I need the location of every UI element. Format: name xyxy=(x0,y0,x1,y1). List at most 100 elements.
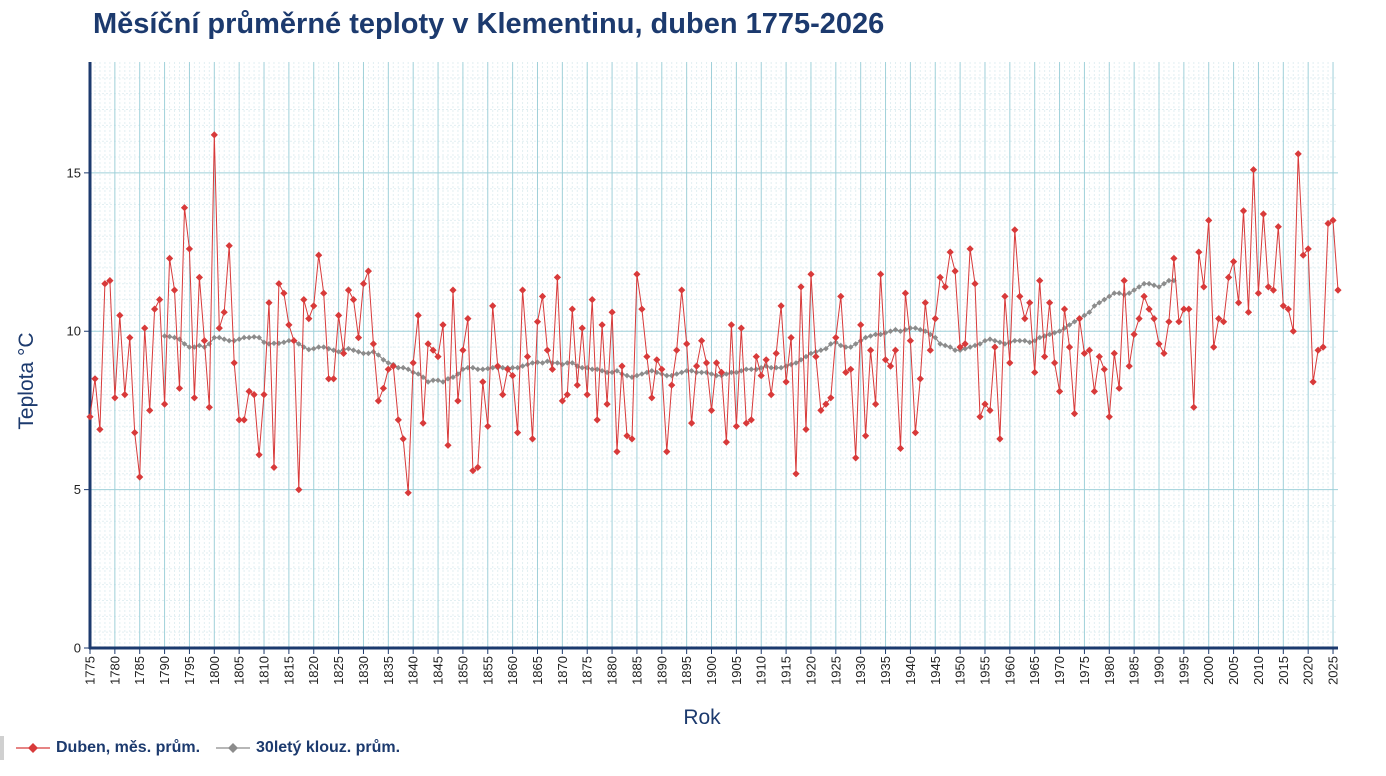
data-point[interactable] xyxy=(330,347,337,353)
data-point[interactable] xyxy=(862,334,869,341)
data-point[interactable] xyxy=(668,381,676,389)
data-point[interactable] xyxy=(499,364,506,371)
data-point[interactable] xyxy=(762,356,770,364)
data-point[interactable] xyxy=(1180,305,1188,313)
data-point[interactable] xyxy=(702,359,711,367)
data-point[interactable] xyxy=(320,344,327,350)
data-point[interactable] xyxy=(211,334,218,341)
data-point[interactable] xyxy=(116,311,124,319)
data-point[interactable] xyxy=(1046,299,1054,307)
data-point[interactable] xyxy=(435,377,441,384)
data-point[interactable] xyxy=(877,270,885,278)
data-point[interactable] xyxy=(1185,305,1193,313)
data-point[interactable] xyxy=(1081,312,1088,319)
data-point[interactable] xyxy=(857,321,865,329)
data-point[interactable] xyxy=(1041,353,1049,361)
data-point[interactable] xyxy=(1080,349,1088,357)
data-point[interactable] xyxy=(707,406,716,414)
data-point[interactable] xyxy=(896,444,905,452)
data-point[interactable] xyxy=(1205,216,1213,224)
data-point[interactable] xyxy=(777,302,785,310)
data-point[interactable] xyxy=(543,346,551,354)
data-point[interactable] xyxy=(583,391,591,399)
data-point[interactable] xyxy=(1299,251,1307,259)
data-point[interactable] xyxy=(161,400,169,408)
data-point[interactable] xyxy=(1105,413,1113,421)
data-point[interactable] xyxy=(489,364,496,371)
data-point[interactable] xyxy=(946,248,954,256)
data-point[interactable] xyxy=(1131,287,1137,293)
data-point[interactable] xyxy=(1120,277,1128,285)
data-point[interactable] xyxy=(693,369,700,376)
data-point[interactable] xyxy=(434,353,442,361)
data-point[interactable] xyxy=(1115,384,1123,392)
data-point[interactable] xyxy=(241,334,247,341)
data-point[interactable] xyxy=(1274,223,1282,231)
data-point[interactable] xyxy=(91,375,99,383)
data-point[interactable] xyxy=(405,366,411,373)
data-point[interactable] xyxy=(250,391,258,399)
data-point[interactable] xyxy=(519,286,527,294)
data-point[interactable] xyxy=(444,441,452,449)
data-point[interactable] xyxy=(1334,286,1342,294)
data-point[interactable] xyxy=(175,384,184,392)
data-point[interactable] xyxy=(1324,219,1332,228)
data-point[interactable] xyxy=(106,277,114,285)
data-point[interactable] xyxy=(807,270,815,278)
data-point[interactable] xyxy=(1026,299,1034,307)
data-point[interactable] xyxy=(1284,305,1292,313)
data-point[interactable] xyxy=(877,331,884,338)
data-point[interactable] xyxy=(384,365,392,373)
data-point[interactable] xyxy=(295,486,303,494)
data-point[interactable] xyxy=(166,254,174,262)
data-point[interactable] xyxy=(136,473,144,481)
data-point[interactable] xyxy=(823,345,829,352)
data-point[interactable] xyxy=(941,283,949,291)
data-point[interactable] xyxy=(798,357,804,363)
data-point[interactable] xyxy=(285,321,293,329)
data-point[interactable] xyxy=(1150,315,1158,323)
data-point[interactable] xyxy=(529,360,536,366)
data-point[interactable] xyxy=(742,419,750,427)
data-point[interactable] xyxy=(997,339,1003,346)
data-point[interactable] xyxy=(290,337,298,345)
data-point[interactable] xyxy=(1249,166,1258,174)
data-point[interactable] xyxy=(911,429,919,437)
data-point[interactable] xyxy=(723,371,730,377)
data-point[interactable] xyxy=(1017,337,1023,344)
data-point[interactable] xyxy=(514,429,522,437)
data-point[interactable] xyxy=(568,305,576,313)
data-point[interactable] xyxy=(912,325,919,331)
data-point[interactable] xyxy=(921,299,929,307)
data-point[interactable] xyxy=(688,368,695,374)
data-point[interactable] xyxy=(489,302,497,310)
data-point[interactable] xyxy=(440,379,446,385)
data-point[interactable] xyxy=(1269,286,1277,294)
data-point[interactable] xyxy=(638,305,646,313)
data-point[interactable] xyxy=(971,280,979,288)
data-point[interactable] xyxy=(245,387,253,395)
data-point[interactable] xyxy=(613,448,621,456)
data-point[interactable] xyxy=(629,374,635,380)
data-point[interactable] xyxy=(1125,362,1133,370)
data-point[interactable] xyxy=(1146,280,1152,287)
data-point[interactable] xyxy=(528,435,537,443)
data-point[interactable] xyxy=(628,435,636,443)
data-point[interactable] xyxy=(345,345,352,352)
data-point[interactable] xyxy=(818,347,824,353)
data-point[interactable] xyxy=(240,416,248,424)
data-point[interactable] xyxy=(200,337,208,345)
data-point[interactable] xyxy=(1036,277,1044,285)
data-point[interactable] xyxy=(1200,283,1208,291)
data-point[interactable] xyxy=(727,321,735,329)
data-point[interactable] xyxy=(280,289,288,297)
data-point[interactable] xyxy=(753,366,760,373)
data-point[interactable] xyxy=(1022,337,1028,344)
data-point[interactable] xyxy=(693,362,701,370)
data-point[interactable] xyxy=(86,413,94,421)
data-point[interactable] xyxy=(420,374,426,380)
data-point[interactable] xyxy=(917,326,924,333)
data-point[interactable] xyxy=(797,283,805,291)
data-point[interactable] xyxy=(275,280,283,288)
data-point[interactable] xyxy=(778,364,784,371)
